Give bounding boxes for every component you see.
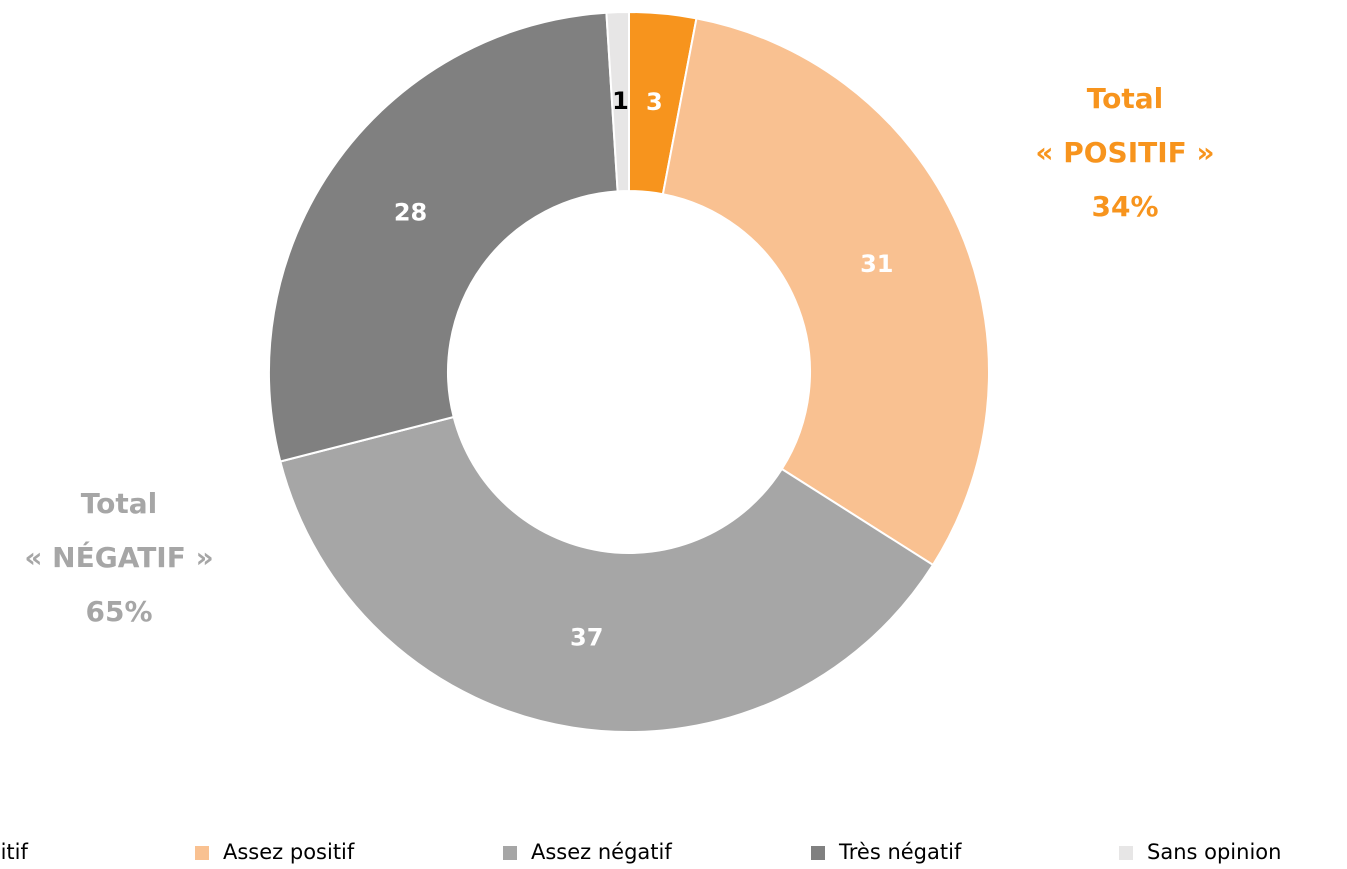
data-label: 3	[646, 88, 663, 116]
data-label: 31	[860, 250, 893, 278]
legend-swatch	[811, 846, 825, 860]
legend-label: Sans opinion	[1147, 840, 1281, 864]
legend-label: Assez négatif	[531, 840, 672, 864]
legend-label: Assez positif	[223, 840, 355, 864]
donut-segment	[279, 415, 935, 733]
donut-segment	[661, 17, 990, 567]
data-label: 37	[570, 624, 603, 652]
legend-swatch	[503, 846, 517, 860]
donut-segment	[268, 11, 619, 463]
annotation: « POSITIF »	[1035, 136, 1214, 169]
legend-label: Très négatif	[838, 840, 962, 864]
annotation: 34%	[1091, 190, 1158, 223]
annotation: 65%	[85, 595, 152, 628]
data-label: 28	[394, 198, 427, 226]
annotation: Total	[81, 487, 158, 520]
legend-swatch	[195, 846, 209, 860]
legend-swatch	[1119, 846, 1133, 860]
annotation: « NÉGATIF »	[24, 540, 213, 574]
donut-segment	[605, 10, 630, 193]
legend-label: Très positif	[0, 840, 28, 864]
annotation: Total	[1087, 82, 1164, 115]
data-label: 1	[612, 87, 629, 115]
